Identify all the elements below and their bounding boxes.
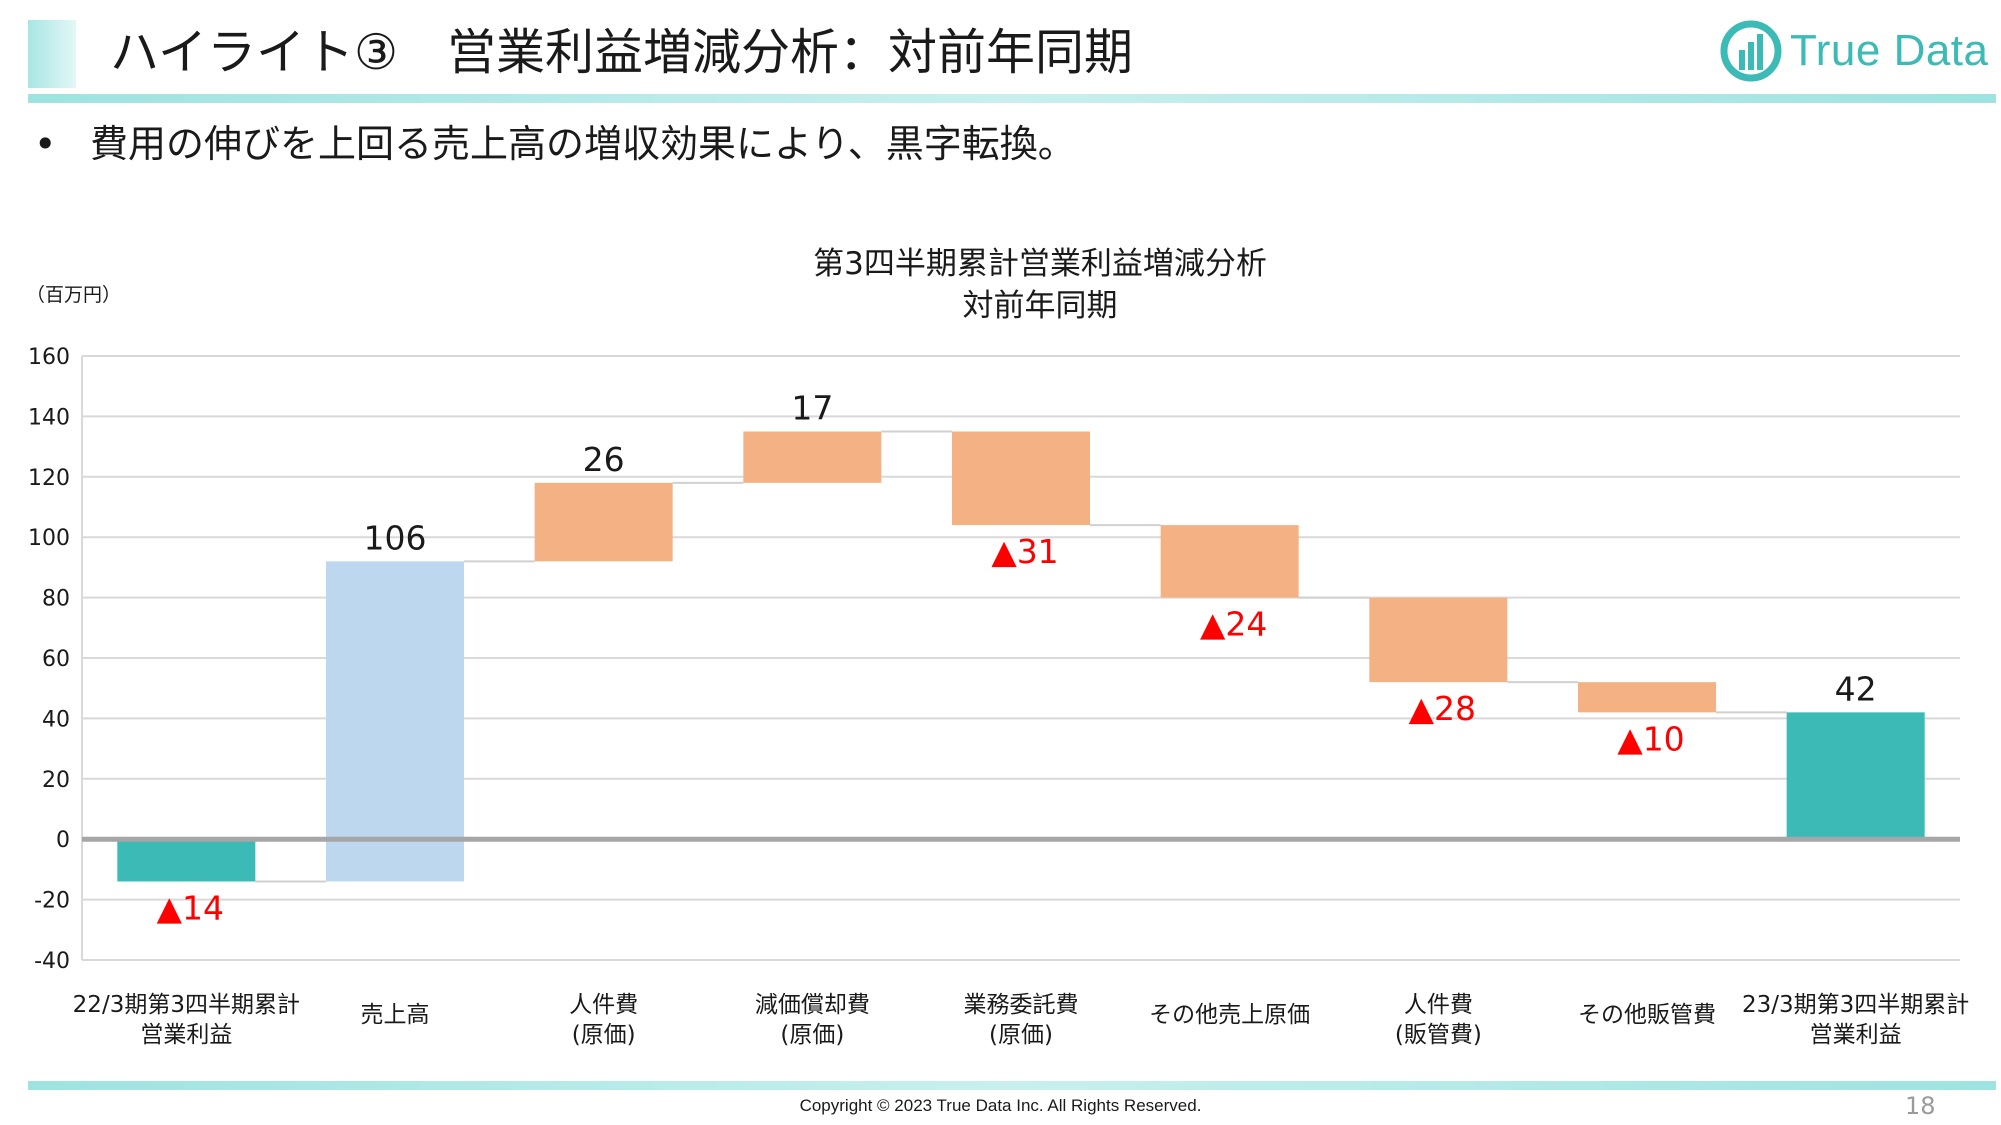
x-category-label: 営業利益	[1810, 1022, 1902, 1048]
data-label: ▲14	[157, 888, 224, 927]
waterfall-chart: 160 140 120 100 80 60 40 20 0 -20 -40 ▲14 106 26 17 ▲31…	[28, 345, 1969, 1048]
data-label: ▲10	[1617, 719, 1684, 758]
x-category-label: 減価償却費	[755, 992, 870, 1018]
waterfall-bar	[1578, 682, 1716, 713]
summary-bullet: • 費用の伸びを上回る売上高の増収効果により、黒字転換。	[34, 118, 1076, 170]
data-label: ▲24	[1200, 605, 1267, 644]
y-tick-label: 0	[56, 828, 70, 853]
x-category-label: (販管費)	[1395, 1022, 1482, 1048]
header-divider	[28, 94, 1996, 103]
chart-title-line-2: 対前年同期	[962, 288, 1118, 324]
copyright-text: Copyright © 2023 True Data Inc. All Righ…	[799, 1096, 1202, 1115]
y-axis-unit-label: （百万円）	[26, 284, 122, 306]
y-tick-label: 60	[42, 647, 70, 672]
data-label: ▲28	[1409, 689, 1476, 728]
x-category-label: 人件費	[1404, 992, 1473, 1018]
x-category-label: (原価)	[989, 1022, 1053, 1048]
waterfall-bar	[326, 561, 464, 882]
x-category-label: その他売上原価	[1149, 1002, 1310, 1028]
y-tick-label: 100	[28, 526, 70, 551]
x-category-label: (原価)	[780, 1022, 844, 1048]
summary-text: 費用の伸びを上回る売上高の増収効果により、黒字転換。	[90, 122, 1076, 166]
y-tick-label: -40	[34, 949, 70, 974]
y-tick-label: 80	[42, 587, 70, 612]
waterfall-bar	[1160, 525, 1299, 598]
y-tick-label: 140	[28, 405, 70, 430]
waterfall-bar	[117, 839, 256, 882]
y-tick-label: -20	[34, 889, 70, 914]
page-number: 18	[1905, 1092, 1936, 1120]
footer-divider	[28, 1081, 1996, 1090]
data-label: 106	[364, 518, 427, 557]
y-tick-label: 20	[42, 768, 70, 793]
x-category-label: 22/3期第3四半期累計	[73, 992, 300, 1018]
x-category-label: 人件費	[569, 992, 638, 1018]
waterfall-bar	[1369, 597, 1508, 683]
data-label: ▲31	[991, 532, 1058, 571]
x-category-label: 売上高	[361, 1002, 430, 1028]
chart-title: 第3四半期累計営業利益増減分析 対前年同期	[740, 243, 1340, 327]
x-category-label: (原価)	[572, 1022, 636, 1048]
data-label: 17	[791, 389, 833, 428]
x-category-label: 業務委託費	[964, 992, 1079, 1018]
y-tick-label: 120	[28, 466, 70, 491]
page-title: ハイライト③ 営業利益増減分析：対前年同期	[110, 24, 1133, 81]
data-label: 42	[1835, 669, 1877, 708]
x-category-label: その他販管費	[1578, 1002, 1716, 1028]
x-category-label: 営業利益	[140, 1022, 232, 1048]
waterfall-bar	[952, 431, 1090, 526]
waterfall-bar	[1786, 712, 1925, 840]
true-data-logo-icon	[1720, 20, 1782, 82]
waterfall-bar	[534, 482, 673, 562]
chart-title-line-1: 第3四半期累計営業利益増減分析	[813, 246, 1267, 282]
waterfall-bar	[743, 431, 882, 483]
bullet-marker: •	[34, 122, 57, 166]
y-tick-label: 40	[42, 707, 70, 732]
y-tick-label: 160	[28, 345, 70, 370]
brand-logo: True Data	[1720, 16, 1989, 86]
data-label: 26	[583, 440, 625, 479]
title-accent-block	[28, 20, 76, 88]
x-category-label: 23/3期第3四半期累計	[1742, 992, 1969, 1018]
brand-name: True Data	[1790, 26, 1989, 75]
